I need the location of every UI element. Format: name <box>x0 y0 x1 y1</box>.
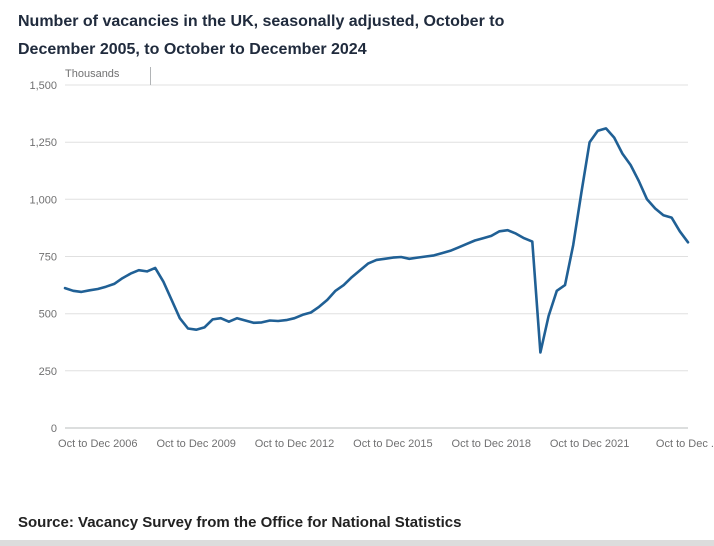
chart-title-line1: Number of vacancies in the UK, seasonall… <box>18 13 505 30</box>
vacancies-line <box>63 127 690 354</box>
x-tick-label: Oct to Dec 2021 <box>550 438 630 450</box>
y-tick-label: 250 <box>39 366 57 378</box>
source-text: Source: Vacancy Survey from the Office f… <box>18 514 462 531</box>
x-tick-label: Oct to Dec 2012 <box>255 438 335 450</box>
y-tick-label: 750 <box>39 252 57 264</box>
chart-title: Number of vacancies in the UK, seasonall… <box>18 8 658 64</box>
x-tick-label: Oct to Dec 2009 <box>156 438 236 450</box>
x-tick-label: Oct to Dec 2006 <box>58 438 138 450</box>
y-tick-label: 1,500 <box>29 80 57 92</box>
y-tick-label: 0 <box>51 423 57 435</box>
vacancies-line-chart: 0 250 500 750 1,000 1,250 1,500 Oct to Dec 2006… <box>29 67 714 450</box>
page-divider <box>0 540 714 546</box>
y-tick-label: 1,250 <box>29 137 57 149</box>
y-tick-label: 1,000 <box>29 194 57 206</box>
x-tick-label: Oct to Dec ... <box>656 438 714 450</box>
y-tick-label: 500 <box>39 309 57 321</box>
x-tick-label: Oct to Dec 2015 <box>353 438 433 450</box>
chart-title-line2: December 2005, to October to December 20… <box>18 41 367 58</box>
x-tick-label: Oct to Dec 2018 <box>452 438 532 450</box>
y-axis-unit-label: Thousands <box>65 68 120 80</box>
